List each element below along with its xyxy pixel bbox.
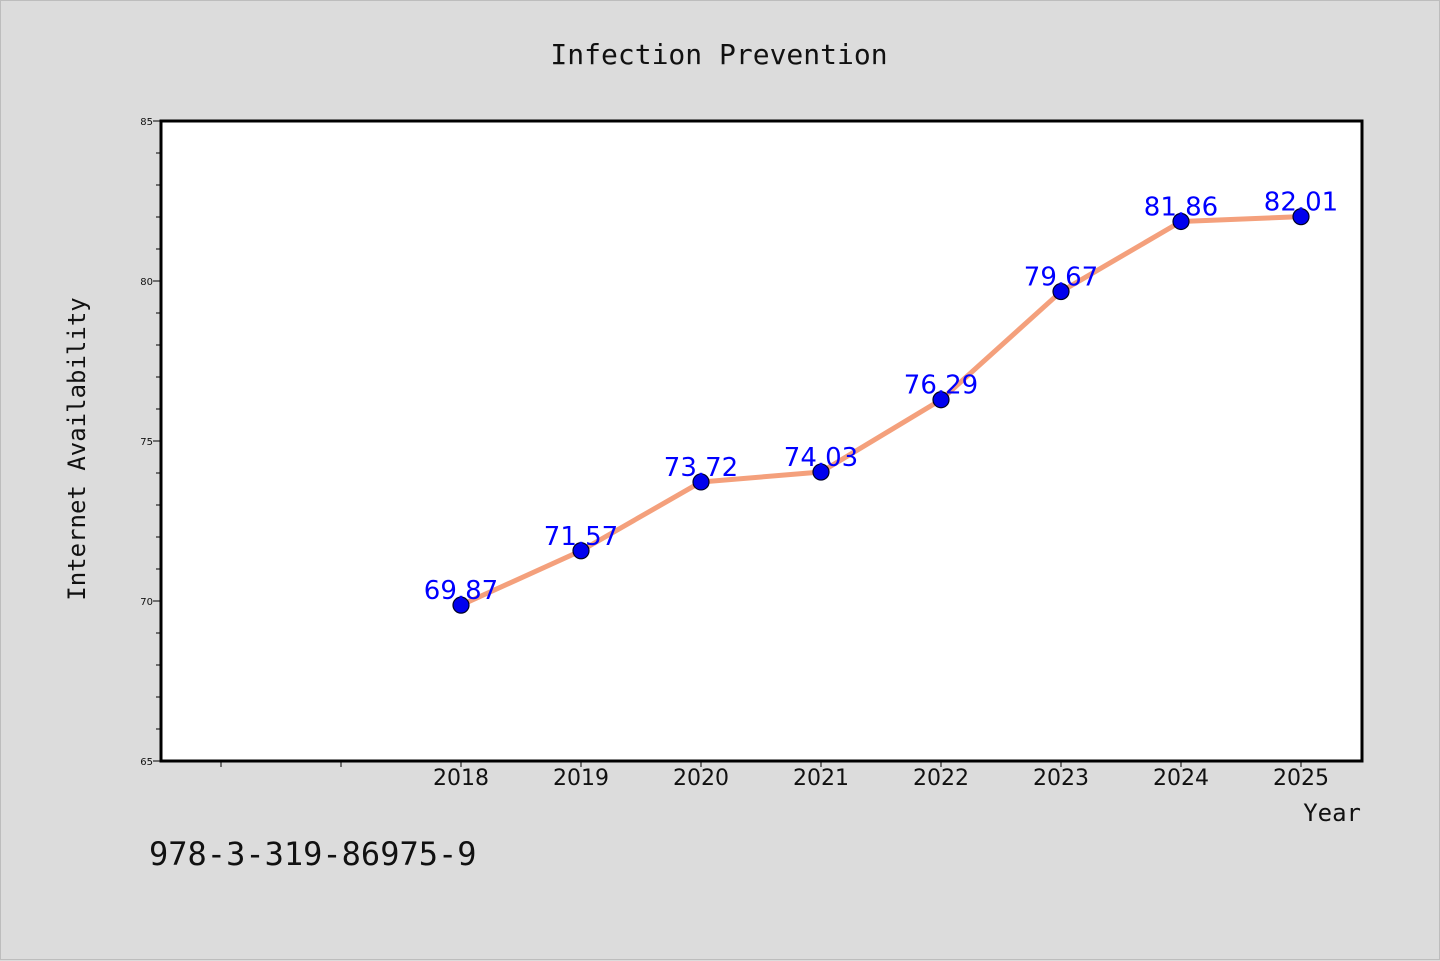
data-label: 74.03 <box>784 443 858 473</box>
y-tick-label: 80 <box>140 277 153 288</box>
x-tick-label: 2020 <box>673 766 729 791</box>
data-label: 76.29 <box>904 371 978 401</box>
data-point <box>572 542 590 560</box>
data-label: 71.57 <box>544 522 618 552</box>
x-tick-label: 2025 <box>1273 766 1329 791</box>
x-tick-label: 2018 <box>433 766 489 791</box>
data-point <box>932 391 950 409</box>
x-tick-label: 2019 <box>553 766 609 791</box>
y-tick-label: 65 <box>140 757 153 768</box>
y-tick-label: 75 <box>140 437 153 448</box>
data-point <box>1052 282 1070 301</box>
y-tick-label: 70 <box>140 597 153 608</box>
x-axis: 2018 2019 2020 2021 2022 2023 2024 2025 <box>220 761 1329 791</box>
data-label: 81.86 <box>1144 192 1218 222</box>
data-point <box>452 596 470 614</box>
x-tick-label: 2021 <box>793 766 849 791</box>
data-label: 79.67 <box>1024 263 1098 293</box>
data-point <box>692 473 710 491</box>
chart-title: Infection Prevention <box>550 38 887 71</box>
data-label: 73.72 <box>664 453 738 483</box>
data-point <box>1292 208 1310 226</box>
x-tick-label: 2024 <box>1153 766 1209 791</box>
data-label: 69.87 <box>424 576 498 606</box>
data-label: 82.01 <box>1264 188 1338 218</box>
data-point <box>1172 212 1190 231</box>
y-tick-label: 85 <box>140 117 153 128</box>
y-axis-label: Internet Availability <box>63 297 91 600</box>
series-line <box>458 214 1304 608</box>
series-layer: 69.87 71.57 73.72 74.03 76.29 79.67 81.86 82.01 <box>424 188 1338 614</box>
x-tick-label: 2022 <box>913 766 969 791</box>
isbn-annotation: 978-3-319-86975-9 <box>149 835 477 873</box>
plot-area <box>159 119 1364 763</box>
x-axis-label: Year <box>1303 799 1361 827</box>
y-axis: 65 70 75 80 85 <box>140 117 161 768</box>
data-point <box>812 463 830 481</box>
x-tick-label: 2023 <box>1033 766 1089 791</box>
